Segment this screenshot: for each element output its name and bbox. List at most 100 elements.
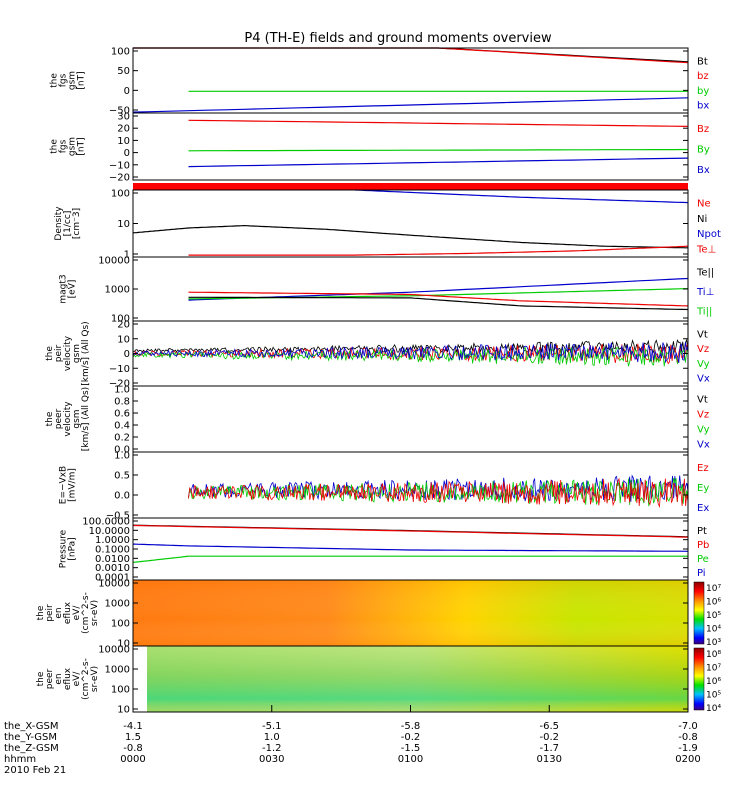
y-axis-label: the (45, 346, 55, 361)
legend-by: by (697, 86, 709, 97)
legend-vt: Vt (697, 329, 708, 340)
y-axis-label: the (50, 139, 60, 154)
series-vx (132, 342, 689, 364)
y-axis-label: [nT] (77, 71, 87, 89)
y-tick-label: −10 (109, 364, 130, 375)
colorbar-label: 10⁷ (706, 664, 721, 674)
y-tick-label: 0.0 (114, 445, 130, 456)
x-row-value: -4.1 (123, 721, 143, 732)
legend-pt: Pt (697, 526, 707, 537)
colorbar-label: 10⁶ (706, 677, 721, 687)
series-pb (132, 524, 689, 538)
y-tick-label: 1000 (105, 665, 130, 676)
legend-ez: Ez (697, 463, 709, 474)
y-tick-label: 10000 (98, 579, 130, 590)
series-ez (188, 477, 689, 509)
series-bx (132, 97, 689, 113)
y-axis-label: velocity (63, 335, 73, 371)
panel-6: Vt Vz Vy Vx 1.00.80.60.40.20.0 the peer velocit… (45, 385, 710, 456)
x-tick-label: 0130 (537, 754, 562, 765)
x-tick-label: 0100 (398, 754, 423, 765)
y-tick-label: 0.6 (114, 409, 130, 420)
y-tick-label: 0 (124, 86, 130, 97)
series-npot (354, 189, 689, 204)
legend-pe: Pe (697, 554, 709, 565)
y-tick-label: −50 (109, 106, 130, 117)
y-axis-label: [1/cc] (63, 211, 73, 237)
y-axis-label: magt3 (59, 274, 69, 303)
y-axis-label: [nT] (77, 137, 87, 155)
y-axis-label: eV/ (72, 671, 82, 687)
x-tick-label: 0200 (675, 754, 700, 765)
series-ti (188, 277, 689, 301)
y-axis-label: peir (45, 604, 55, 622)
series-ex (188, 474, 689, 502)
panel-9: 10⁷ 10⁶ 10⁵ 10⁴ 10³ 10000 1000 100 10 the peir en ef… (36, 579, 721, 650)
y-axis-label: gsm (68, 137, 78, 156)
y-tick-label: 0.8 (114, 397, 130, 408)
panel-5: Vt Vz Vy Vx 20 10 0 −10 −20 the peir velocity gsm [km… (45, 320, 710, 390)
colorbar: 10⁸ 10⁷ 10⁶ 10⁵ 10⁴ (693, 647, 721, 714)
x-axis-annotation: the_X-GSM the_Y-GSM the_Z-GSM hhmm 2010 … (4, 705, 701, 776)
x-row-label-1: the_X-GSM (4, 721, 58, 732)
panel-frame (132, 385, 689, 453)
series-ne (188, 245, 689, 256)
panel-4: Te|| Ti⊥ Ti|| 10000 1000 100 magt3 [eV] (59, 256, 715, 325)
y-axis-label: [km/s] (All Qs) (81, 321, 91, 385)
x-row-value: -6.5 (539, 721, 559, 732)
legend-npot: Npot (697, 229, 721, 240)
colorbar-label: 10⁸ (706, 650, 721, 660)
x-row-value: -7.0 (678, 721, 698, 732)
panel-frame (132, 320, 689, 387)
colorbar-scale (693, 581, 705, 645)
date-label: 2010 Feb 21 (4, 765, 66, 776)
y-axis-label: sr-eV) (90, 600, 100, 626)
x-row-value: -0.8 (678, 732, 698, 743)
y-tick-label: −20 (109, 379, 130, 390)
series-ni (132, 224, 688, 249)
y-axis-label: peer (45, 668, 55, 689)
y-tick-label: 10 (117, 136, 130, 147)
y-axis-label: the (50, 73, 60, 88)
y-tick-label: −10 (109, 160, 130, 171)
x-row-value: -1.9 (678, 743, 698, 754)
series-bx (188, 157, 689, 168)
y-tick-label: 100 (111, 47, 130, 58)
legend-vy: Vy (697, 359, 710, 370)
y-tick-label: 0 (124, 349, 130, 360)
colorbar-label: 10⁵ (706, 611, 721, 621)
y-tick-label: 10 (117, 705, 130, 716)
y-axis-label: [nPa] (68, 537, 78, 560)
legend-ex: Ex (697, 503, 709, 514)
y-tick-label: 20 (117, 320, 130, 331)
legend-by: By (697, 145, 710, 156)
hhmm-label: hhmm (4, 754, 36, 765)
y-tick-label: 30 (117, 112, 130, 123)
legend-vt: Vt (697, 395, 708, 406)
y-axis-label: gsm (68, 71, 78, 90)
y-tick-label: 10 (117, 219, 130, 230)
panel-1: Bt bz by bx 100 50 0 −50 the fgs gsm [nT] (50, 47, 710, 117)
x-tick-label: 0030 (259, 754, 284, 765)
legend-ni: Ni (697, 214, 707, 225)
colorbar-scale (693, 647, 705, 711)
chart-title: P4 (TH-E) fields and ground moments over… (244, 31, 552, 46)
y-axis-label: fgs (59, 139, 69, 153)
y-tick-label: 0.2 (114, 433, 130, 444)
legend-vy: Vy (697, 425, 710, 436)
y-tick-label: 10000 (98, 645, 130, 656)
legend-te: Te⊥ (696, 244, 716, 255)
y-axis-label: eflux (63, 667, 73, 690)
y-axis-label: en (54, 607, 64, 618)
y-axis-label: velocity (63, 401, 73, 437)
x-row-value: -0.2 (401, 732, 421, 743)
spectrogram-shading (133, 580, 688, 646)
y-axis-label: [eV] (68, 280, 78, 299)
y-tick-label: 100 (111, 314, 130, 325)
x-row-value: 1.0 (264, 732, 280, 743)
x-row-value: -5.1 (262, 721, 282, 732)
series-pe (132, 555, 688, 563)
series-by (188, 148, 689, 152)
y-axis-label: the (45, 411, 55, 426)
